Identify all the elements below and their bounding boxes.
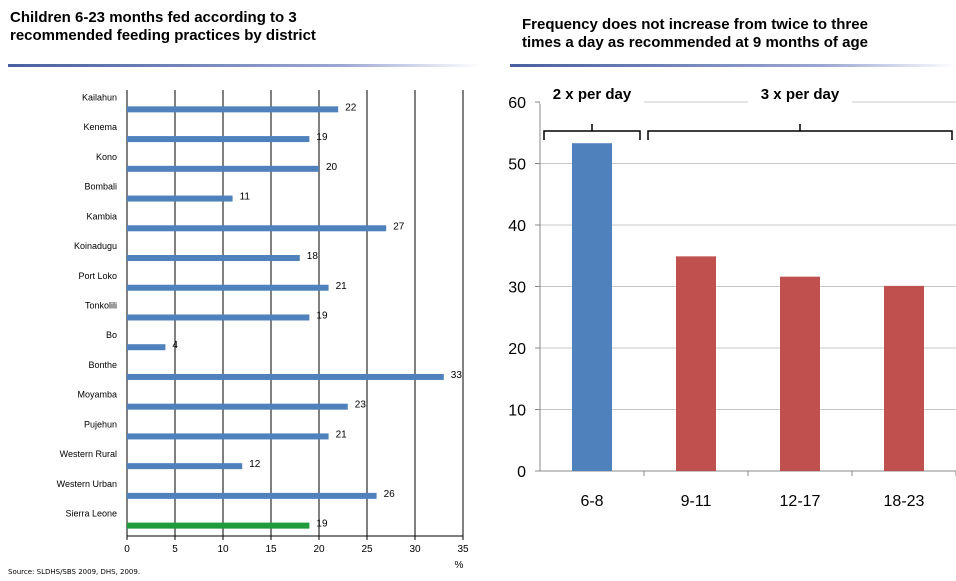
data-label: 18	[307, 251, 319, 262]
data-label: 33	[451, 370, 463, 381]
category-label: Kailahun	[82, 92, 117, 102]
annotation-label: 2 x per day	[553, 86, 632, 103]
data-label: 4	[172, 340, 178, 351]
source-note: Source: SLDHS/SBS 2009, DHS, 2009.	[8, 568, 141, 576]
category-label: Port Loko	[78, 271, 117, 281]
bar	[127, 314, 310, 321]
x-tick-label: 0	[124, 544, 130, 555]
category-label: Kambia	[86, 211, 117, 221]
bar	[127, 195, 233, 202]
bar	[572, 143, 612, 471]
category-label: 9-11	[681, 493, 712, 510]
category-label: Western Urban	[57, 479, 117, 489]
category-label: Kono	[96, 152, 117, 162]
y-tick-label: 30	[508, 280, 526, 297]
category-label: Moyamba	[77, 390, 117, 400]
left-chart-title: Children 6-23 months fed according to 3 …	[10, 9, 316, 45]
feeding-frequency-bar-chart: 0 10 20 30 40 50 60 6-8 9-11 12-17 18-23 2 x per da…	[508, 82, 956, 510]
category-label: Koinadugu	[74, 241, 117, 251]
category-label: Western Rural	[60, 449, 117, 459]
annotation-label: 3 x per day	[761, 86, 840, 103]
right-chart-title-line1: Frequency does not increase from twice t…	[522, 16, 868, 33]
right-chart-title-line2: times a day as recommended at 9 months o…	[522, 34, 868, 51]
y-tick-label: 40	[508, 218, 526, 235]
right-chart-title: Frequency does not increase from twice t…	[522, 16, 868, 52]
category-label: 12-17	[780, 493, 821, 510]
data-label: 21	[336, 429, 348, 440]
bar	[127, 284, 329, 291]
y-tick-label: 10	[508, 403, 526, 420]
data-label: 19	[316, 519, 328, 530]
data-label: 20	[326, 162, 338, 173]
x-tick-label: 35	[457, 544, 469, 555]
bar	[127, 522, 310, 529]
data-label: 19	[316, 310, 328, 321]
left-chart-title-line2: recommended feeding practices by distric…	[10, 27, 316, 44]
bar	[127, 106, 339, 113]
data-label: 21	[336, 281, 348, 292]
left-title-divider	[8, 64, 480, 67]
y-tick-label: 50	[508, 157, 526, 174]
bar	[127, 225, 387, 232]
annotation-label-bg	[748, 82, 852, 104]
y-tick-label: 20	[508, 341, 526, 358]
data-label: 12	[249, 459, 261, 470]
right-title-divider	[510, 64, 956, 67]
bar	[127, 344, 166, 351]
category-label: Kenema	[83, 122, 117, 132]
data-label: 26	[384, 489, 396, 500]
x-tick-label: 30	[409, 544, 421, 555]
annotation-label-bg	[540, 82, 644, 104]
category-label: 6-8	[580, 493, 603, 510]
bar	[127, 255, 300, 262]
category-label: Bo	[106, 330, 117, 340]
category-label: Bonthe	[88, 360, 117, 370]
category-label: Bombali	[84, 182, 117, 192]
bar	[676, 256, 716, 471]
x-tick-label: 20	[313, 544, 325, 555]
x-tick-label: 25	[361, 544, 373, 555]
category-label: Sierra Leone	[65, 509, 117, 519]
annotation-bracket	[647, 124, 953, 140]
data-label: 19	[316, 132, 328, 143]
bar	[127, 463, 243, 470]
data-label: 23	[355, 400, 367, 411]
category-label: 18-23	[884, 493, 925, 510]
data-label: 27	[393, 221, 405, 232]
district-feeding-bar-chart: 0 5 10 15 20 25 30 35% Kailahun 22 Kenema 19 Kono 20 B…	[57, 90, 469, 570]
category-label: Tonkolili	[85, 300, 117, 310]
bar	[780, 276, 820, 471]
annotation-bracket	[543, 124, 641, 140]
x-tick-label: 15	[265, 544, 277, 555]
x-axis-label: %	[455, 560, 464, 570]
bar	[127, 165, 319, 172]
bar	[127, 136, 310, 143]
y-tick-label: 0	[517, 464, 526, 481]
bar	[127, 492, 377, 499]
data-label: 22	[345, 102, 357, 113]
bar	[127, 433, 329, 440]
bar	[127, 403, 348, 410]
x-tick-label: 5	[172, 544, 178, 555]
y-tick-label: 60	[508, 95, 526, 112]
left-chart-title-line1: Children 6-23 months fed according to 3	[10, 9, 297, 26]
bar	[127, 373, 444, 380]
category-label: Pujehun	[84, 419, 117, 429]
x-tick-label: 10	[217, 544, 229, 555]
data-label: 11	[240, 192, 251, 203]
bar	[884, 285, 924, 471]
